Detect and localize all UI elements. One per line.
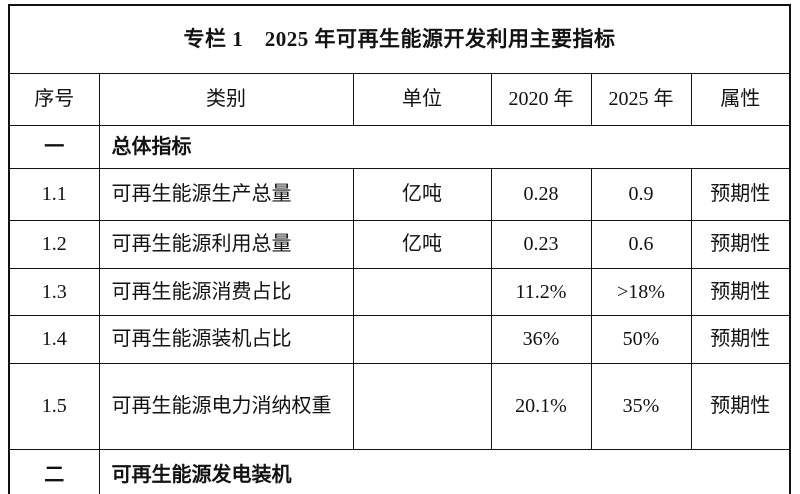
cell-unit	[352, 315, 492, 364]
cell-unit: 亿吨	[352, 168, 492, 221]
header-category: 类别	[98, 73, 354, 126]
table-row-1-1: 1.1 可再生能源生产总量 亿吨 0.28 0.9 预期性	[8, 168, 791, 221]
cell-2025: 50%	[590, 315, 692, 364]
cell-section-title: 可再生能源发电装机	[98, 449, 791, 494]
cell-category: 可再生能源电力消纳权重	[98, 363, 354, 450]
cell-2020: 36%	[490, 315, 592, 364]
table-row-1-5: 1.5 可再生能源电力消纳权重 20.1% 35% 预期性	[8, 363, 791, 450]
cell-no: 1.4	[8, 315, 100, 364]
cell-2020: 0.28	[490, 168, 592, 221]
cell-attr: 预期性	[690, 268, 791, 316]
cell-no: 1.3	[8, 268, 100, 316]
cell-unit	[352, 268, 492, 316]
header-unit: 单位	[352, 73, 492, 126]
cell-no: 一	[8, 125, 100, 169]
cell-2025: 35%	[590, 363, 692, 450]
cell-attr: 预期性	[690, 363, 791, 450]
cell-2025: 0.9	[590, 168, 692, 221]
table-row-1-3: 1.3 可再生能源消费占比 11.2% >18% 预期性	[8, 268, 791, 316]
table-row-section-2: 二 可再生能源发电装机	[8, 449, 791, 494]
cell-no: 1.2	[8, 220, 100, 269]
header-attr: 属性	[690, 73, 791, 126]
cell-no: 二	[8, 449, 100, 494]
cell-category: 可再生能源装机占比	[98, 315, 354, 364]
cell-category: 可再生能源消费占比	[98, 268, 354, 316]
table-row-1-4: 1.4 可再生能源装机占比 36% 50% 预期性	[8, 315, 791, 364]
table-row-section-1: 一 总体指标	[8, 125, 791, 169]
cell-category: 可再生能源利用总量	[98, 220, 354, 269]
cell-2020: 11.2%	[490, 268, 592, 316]
header-no: 序号	[8, 73, 100, 126]
cell-section-title: 总体指标	[98, 125, 791, 169]
cell-attr: 预期性	[690, 168, 791, 221]
cell-no: 1.5	[8, 363, 100, 450]
table-title-row: 专栏 1 2025 年可再生能源开发利用主要指标	[8, 4, 791, 74]
table-header-row: 序号 类别 单位 2020 年 2025 年 属性	[8, 73, 791, 126]
cell-2020: 20.1%	[490, 363, 592, 450]
cell-category: 可再生能源生产总量	[98, 168, 354, 221]
cell-attr: 预期性	[690, 315, 791, 364]
cell-no: 1.1	[8, 168, 100, 221]
cell-unit: 亿吨	[352, 220, 492, 269]
table-row-1-2: 1.2 可再生能源利用总量 亿吨 0.23 0.6 预期性	[8, 220, 791, 269]
table-title: 专栏 1 2025 年可再生能源开发利用主要指标	[8, 4, 791, 74]
cell-2020: 0.23	[490, 220, 592, 269]
indicator-table: 专栏 1 2025 年可再生能源开发利用主要指标 序号 类别 单位 2020 年…	[8, 4, 791, 494]
header-2020: 2020 年	[490, 73, 592, 126]
cell-2025: 0.6	[590, 220, 692, 269]
header-2025: 2025 年	[590, 73, 692, 126]
cell-2025: >18%	[590, 268, 692, 316]
cell-unit	[352, 363, 492, 450]
cell-attr: 预期性	[690, 220, 791, 269]
